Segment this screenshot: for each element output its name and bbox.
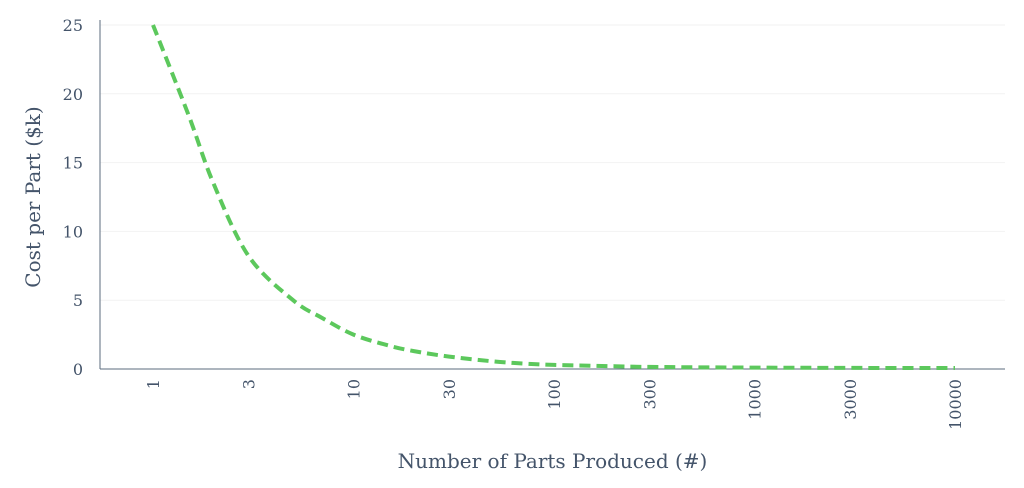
x-tick-label: 10 [345, 379, 364, 399]
y-axis-ticks: 0 5 10 15 20 25 [63, 16, 83, 379]
x-tick-label: 100 [545, 379, 564, 410]
y-tick-label: 20 [63, 85, 83, 104]
x-tick-label: 30 [440, 379, 459, 399]
x-tick-label: 3000 [841, 379, 860, 420]
series-line [151, 24, 956, 370]
y-tick-label: 5 [73, 291, 83, 310]
gridlines [100, 24, 1005, 301]
y-tick-label: 15 [63, 154, 83, 173]
x-tick-label: 3 [240, 379, 259, 389]
y-tick-label: 25 [63, 16, 83, 35]
x-axis-ticks: 1 3 10 30 100 300 1000 3000 10000 [144, 379, 965, 430]
x-axis-title: Number of Parts Produced (#) [398, 449, 708, 473]
y-axis-title: Cost per Part ($k) [21, 106, 45, 287]
x-tick-label: 1 [144, 379, 163, 389]
x-tick-label: 300 [641, 379, 660, 410]
y-tick-label: 0 [73, 360, 83, 379]
x-tick-label: 1000 [746, 379, 765, 420]
x-tick-label: 10000 [946, 379, 965, 430]
y-tick-label: 10 [63, 222, 83, 241]
